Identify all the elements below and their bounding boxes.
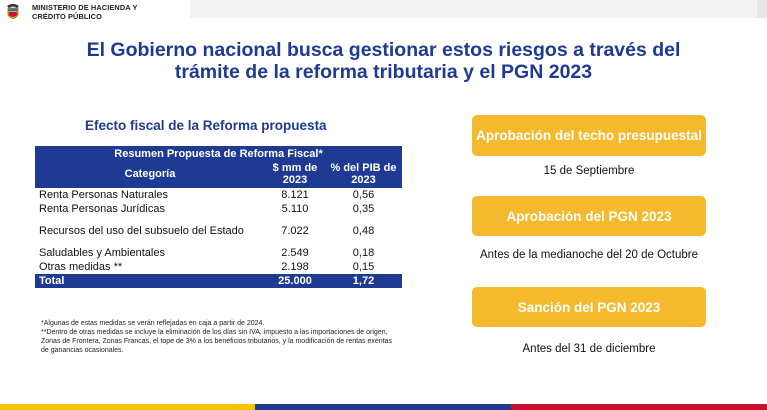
stage-date-techo: 15 de Septiembre bbox=[543, 165, 635, 177]
table-row: Renta Personas Jurídicas 5.110 0,35 bbox=[35, 202, 402, 216]
table-row: Recursos del uso del subsuelo del Estado… bbox=[35, 216, 402, 246]
stage-box-techo: Aprobación del techo presupuestal bbox=[472, 115, 706, 156]
cell-mm: 8.121 bbox=[281, 188, 309, 201]
table-heading: Efecto fiscal de la Reforma propuesta bbox=[85, 118, 327, 133]
cell-pib: 0,56 bbox=[352, 188, 375, 201]
footnote: **Dentro de otras medidas se incluye la … bbox=[41, 329, 392, 354]
header-bar-end bbox=[757, 0, 767, 18]
stage-box-aprobacion: Aprobación del PGN 2023 bbox=[472, 196, 706, 236]
cell-categoria: Recursos del uso del subsuelo del Estado bbox=[39, 224, 244, 237]
column-header-pib: % del PIB de 2023 bbox=[325, 160, 402, 188]
footer-flag-stripe bbox=[0, 404, 767, 410]
cell-mm: 2.549 bbox=[281, 246, 309, 259]
stage-label: Aprobación del techo presupuestal bbox=[476, 128, 702, 143]
table-row: Renta Personas Naturales 8.121 0,56 bbox=[35, 188, 402, 202]
cell-mm: 5.110 bbox=[281, 202, 309, 215]
cell-mm: 2.198 bbox=[281, 260, 309, 273]
footnote: *Algunas de estas medidas se verán refle… bbox=[41, 320, 265, 327]
cell-categoria: Otras medidas ** bbox=[39, 260, 123, 273]
stage-date-sancion: Antes del 31 de diciembre bbox=[522, 343, 656, 355]
total-pib: 1,72 bbox=[325, 274, 402, 288]
cell-pib: 0,18 bbox=[352, 246, 375, 259]
ministry-name-line1: MINISTERIO DE HACIENDA Y bbox=[32, 3, 138, 12]
ministry-name-line2: CRÉDITO PÚBLICO bbox=[32, 11, 102, 21]
cell-categoria: Saludables y Ambientales bbox=[39, 246, 165, 259]
footer-stripe-blue bbox=[255, 404, 511, 410]
stage-label: Aprobación del PGN 2023 bbox=[506, 208, 672, 224]
cell-categoria: Renta Personas Naturales bbox=[39, 188, 169, 201]
coat-of-arms-icon bbox=[7, 4, 19, 19]
page-title-line1: El Gobierno nacional busca gestionar est… bbox=[86, 39, 681, 61]
stage-box-sancion: Sanción del PGN 2023 bbox=[472, 287, 706, 327]
fiscal-reform-table: Resumen Propuesta de Reforma Fiscal* Cat… bbox=[35, 146, 402, 288]
table-summary-header: Resumen Propuesta de Reforma Fiscal* bbox=[35, 146, 402, 160]
footer-stripe-yellow bbox=[0, 404, 255, 410]
total-label: Total bbox=[35, 274, 265, 288]
cell-mm: 7.022 bbox=[281, 224, 309, 237]
ministry-header: MINISTERIO DE HACIENDA Y CRÉDITO PÚBLICO bbox=[0, 0, 767, 26]
table-total-row: Total 25.000 1,72 bbox=[35, 274, 402, 288]
table-row: Saludables y Ambientales 2.549 0,18 bbox=[35, 246, 402, 260]
cell-pib: 0,15 bbox=[352, 260, 375, 273]
cell-pib: 0,35 bbox=[352, 202, 375, 215]
table-footnotes: *Algunas de estas medidas se verán refle… bbox=[41, 319, 401, 355]
header-bar bbox=[190, 0, 760, 18]
total-mm: 25.000 bbox=[265, 274, 325, 288]
table-row: Otras medidas ** 2.198 0,15 bbox=[35, 260, 402, 274]
stage-label: Sanción del PGN 2023 bbox=[517, 299, 661, 315]
column-header-categoria: Categoría bbox=[35, 160, 265, 188]
cell-pib: 0,48 bbox=[352, 224, 375, 237]
page-title: El Gobierno nacional busca gestionar est… bbox=[0, 39, 767, 83]
stage-date-aprobacion: Antes de la medianoche del 20 de Octubre bbox=[479, 249, 698, 261]
footer-stripe-red bbox=[511, 404, 767, 410]
cell-categoria: Renta Personas Jurídicas bbox=[39, 202, 165, 215]
ministry-name: MINISTERIO DE HACIENDA Y CRÉDITO PÚBLICO bbox=[32, 3, 138, 21]
page-title-line2: trámite de la reforma tributaria y el PG… bbox=[174, 61, 593, 83]
column-header-mm: $ mm de 2023 bbox=[265, 160, 325, 188]
